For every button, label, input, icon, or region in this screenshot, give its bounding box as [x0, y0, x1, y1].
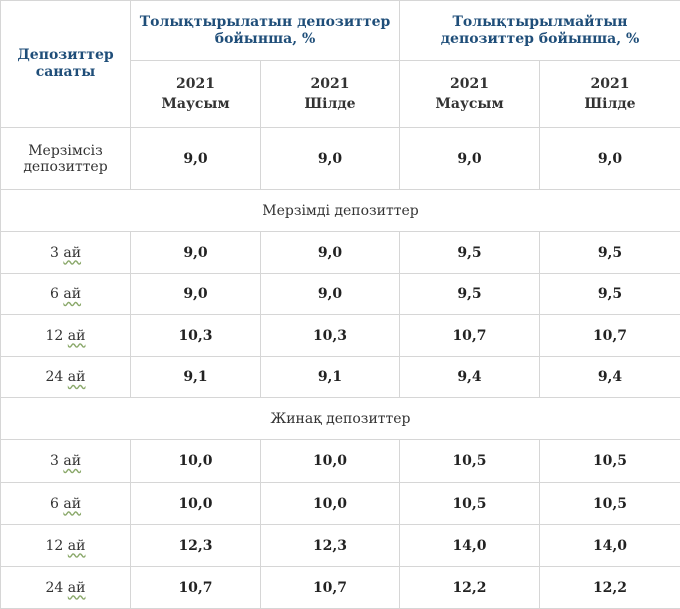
rate-cell: 9,0 [131, 128, 261, 190]
row-label: 12 ай [1, 315, 131, 357]
rate-cell: 9,4 [540, 357, 680, 398]
rate-cell: 14,0 [400, 525, 540, 567]
table-row: 6 ай 10,0 10,0 10,5 10,5 [1, 483, 680, 525]
rate-cell: 9,0 [131, 274, 261, 315]
rate-cell: 12,3 [131, 525, 261, 567]
rate-cell: 10,7 [261, 567, 400, 609]
table-row: 3 ай 10,0 10,0 10,5 10,5 [1, 440, 680, 483]
row-label: 24 ай [1, 357, 131, 398]
table-row: 6 ай 9,0 9,0 9,5 9,5 [1, 274, 680, 315]
rate-cell: 10,3 [261, 315, 400, 357]
rate-cell: 9,0 [261, 274, 400, 315]
rate-cell: 10,0 [261, 440, 400, 483]
row-demand-deposits: Мерзімсіз депозиттер 9,0 9,0 9,0 9,0 [1, 128, 680, 190]
rate-cell: 12,2 [540, 567, 680, 609]
header-category: Депозиттер санаты [1, 1, 131, 128]
rate-cell: 10,5 [400, 483, 540, 525]
section-term-deposits: Мерзімді депозиттер [1, 190, 680, 232]
rate-cell: 9,0 [131, 232, 261, 274]
table-row: 3 ай 9,0 9,0 9,5 9,5 [1, 232, 680, 274]
table-row: 12 ай 12,3 12,3 14,0 14,0 [1, 525, 680, 567]
rate-cell: 10,5 [540, 483, 680, 525]
header-row-groups: Депозиттер санаты Толықтырылатын депозит… [1, 1, 680, 61]
rate-cell: 9,5 [540, 274, 680, 315]
table-row: 24 ай 10,7 10,7 12,2 12,2 [1, 567, 680, 609]
rate-cell: 9,0 [400, 128, 540, 190]
table-row: 12 ай 10,3 10,3 10,7 10,7 [1, 315, 680, 357]
rate-cell: 9,1 [131, 357, 261, 398]
row-label: Мерзімсіз депозиттер [1, 128, 131, 190]
rate-cell: 9,1 [261, 357, 400, 398]
rate-cell: 10,7 [131, 567, 261, 609]
rate-cell: 10,5 [400, 440, 540, 483]
rate-cell: 10,0 [131, 483, 261, 525]
row-label: 6 ай [1, 483, 131, 525]
header-group-replenishable: Толықтырылатын депозиттер бойынша, % [131, 1, 400, 61]
rate-cell: 9,0 [540, 128, 680, 190]
rate-cell: 10,0 [131, 440, 261, 483]
row-label: 3 ай [1, 232, 131, 274]
section-title: Мерзімді депозиттер [1, 190, 680, 232]
section-title: Жинақ депозиттер [1, 398, 680, 440]
rate-cell: 9,5 [400, 232, 540, 274]
rate-cell: 10,7 [540, 315, 680, 357]
rate-cell: 9,0 [261, 128, 400, 190]
rate-cell: 9,4 [400, 357, 540, 398]
row-label: 3 ай [1, 440, 131, 483]
row-label: 12 ай [1, 525, 131, 567]
section-savings-deposits: Жинақ депозиттер [1, 398, 680, 440]
rate-cell: 10,0 [261, 483, 400, 525]
rate-cell: 10,3 [131, 315, 261, 357]
row-label: 6 ай [1, 274, 131, 315]
table-row: 24 ай 9,1 9,1 9,4 9,4 [1, 357, 680, 398]
rate-cell: 14,0 [540, 525, 680, 567]
rate-cell: 10,7 [400, 315, 540, 357]
rate-cell: 12,3 [261, 525, 400, 567]
rate-cell: 9,5 [400, 274, 540, 315]
header-group-non-replenishable: Толықтырылмайтын депозиттер бойынша, % [400, 1, 680, 61]
rate-cell: 9,5 [540, 232, 680, 274]
row-label: 24 ай [1, 567, 131, 609]
rate-cell: 9,0 [261, 232, 400, 274]
rate-cell: 12,2 [400, 567, 540, 609]
rate-cell: 10,5 [540, 440, 680, 483]
